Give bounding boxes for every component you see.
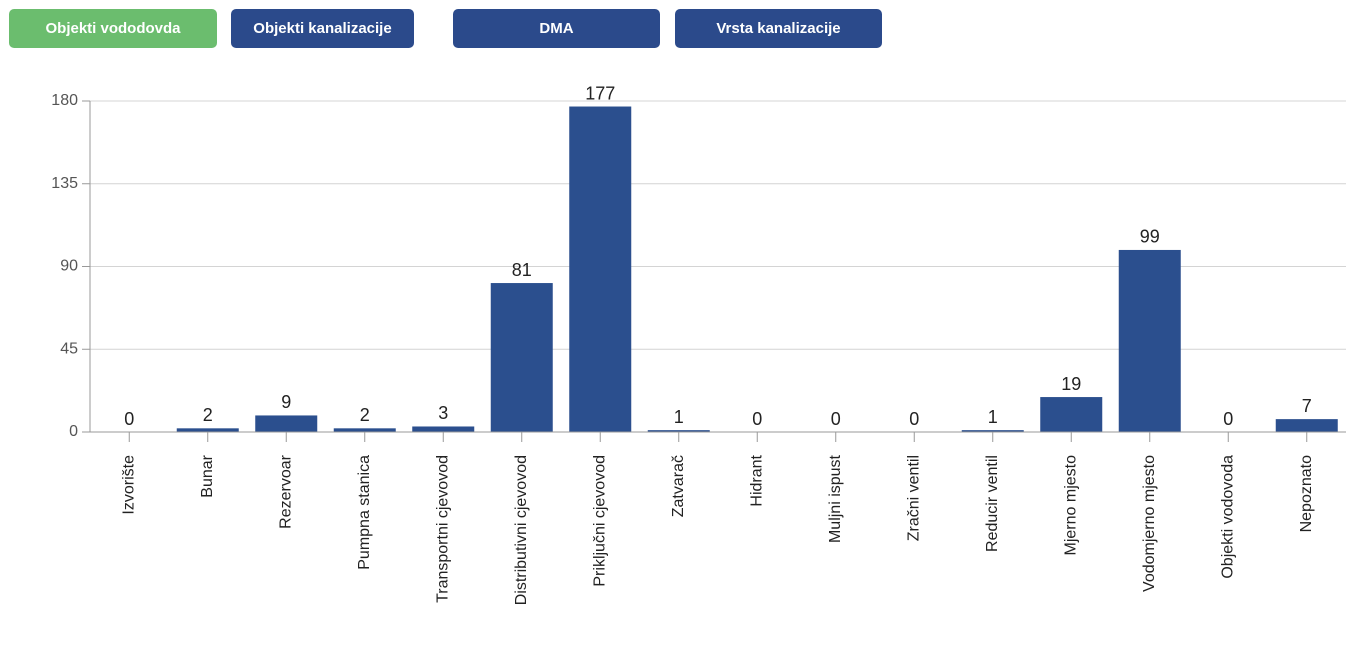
x-tick-label: Bunar bbox=[199, 454, 216, 497]
x-tick-label: Nepoznato bbox=[1298, 455, 1315, 532]
value-label: 3 bbox=[438, 403, 448, 423]
x-tick-label: Reducir ventil bbox=[984, 455, 1001, 552]
x-tick-label: Mjerno mjesto bbox=[1062, 455, 1079, 556]
x-tick-label: Pumpna stanica bbox=[356, 455, 373, 570]
value-label: 0 bbox=[1223, 409, 1233, 429]
value-label: 81 bbox=[512, 260, 532, 280]
value-label: 7 bbox=[1302, 396, 1312, 416]
y-tick-label: 45 bbox=[60, 340, 78, 357]
bar bbox=[1275, 419, 1338, 432]
x-tick-label: Priključni cjevovod bbox=[591, 455, 608, 587]
bar bbox=[490, 283, 553, 432]
value-label: 2 bbox=[203, 405, 213, 425]
tab-button[interactable]: Objekti vododovda bbox=[9, 9, 217, 48]
x-tick-label: Muljni ispust bbox=[827, 454, 844, 543]
value-label: 1 bbox=[988, 407, 998, 427]
tab-button[interactable]: Objekti kanalizacije bbox=[231, 9, 414, 48]
x-tick-label: Objekti vodovoda bbox=[1219, 455, 1236, 579]
value-label: 177 bbox=[585, 83, 615, 103]
value-label: 0 bbox=[831, 409, 841, 429]
value-label: 0 bbox=[124, 409, 134, 429]
bar bbox=[647, 430, 710, 432]
bar bbox=[1040, 397, 1103, 432]
bar bbox=[569, 106, 632, 433]
x-tick-label: Rezervoar bbox=[277, 454, 294, 528]
x-tick-label: Izvorište bbox=[120, 455, 137, 515]
y-tick-label: 180 bbox=[51, 92, 78, 109]
tab-button[interactable]: DMA bbox=[453, 9, 660, 48]
bar bbox=[961, 430, 1024, 432]
x-tick-label: Hidrant bbox=[748, 454, 765, 506]
value-label: 0 bbox=[909, 409, 919, 429]
bar bbox=[255, 415, 318, 432]
y-tick-label: 135 bbox=[51, 175, 78, 192]
bar bbox=[1118, 249, 1181, 432]
x-tick-label: Zatvarač bbox=[670, 455, 687, 517]
bar bbox=[412, 426, 475, 432]
value-label: 1 bbox=[674, 407, 684, 427]
value-label: 9 bbox=[281, 392, 291, 412]
y-tick-label: 90 bbox=[60, 258, 78, 275]
tab-button[interactable]: Vrsta kanalizacije bbox=[675, 9, 882, 48]
bar bbox=[333, 428, 396, 432]
value-label: 0 bbox=[752, 409, 762, 429]
y-tick-label: 0 bbox=[69, 423, 78, 440]
value-label: 2 bbox=[360, 405, 370, 425]
x-tick-label: Zračni ventil bbox=[905, 455, 922, 541]
value-label: 99 bbox=[1140, 227, 1160, 247]
bar bbox=[176, 428, 239, 432]
x-tick-label: Vodomjerno mjesto bbox=[1141, 455, 1158, 592]
value-label: 19 bbox=[1061, 374, 1081, 394]
x-tick-label: Distributivni cjevovod bbox=[513, 455, 530, 605]
x-tick-label: Transportni cjevovod bbox=[434, 455, 451, 603]
